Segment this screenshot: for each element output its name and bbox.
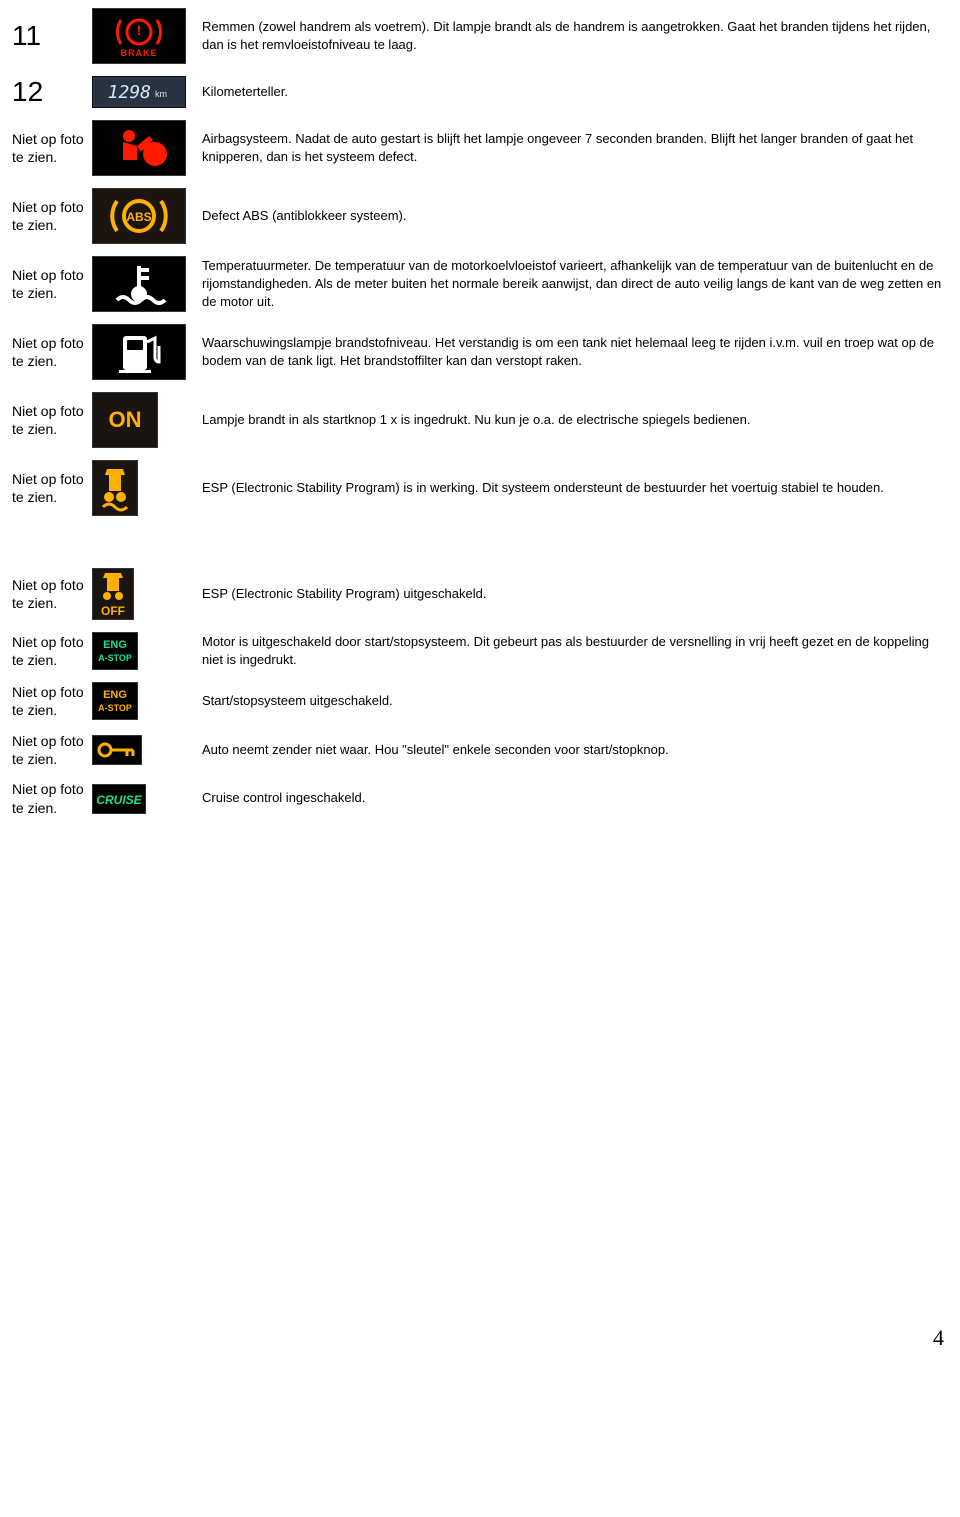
row-number: 12 [8,76,92,108]
row-description: Cruise control ingeschakeld. [192,789,952,807]
table-row: Niet op foto te zien. Airbagsysteem. Nad… [8,120,952,176]
brake-icon: ! BRAKE [92,8,192,64]
airbag-icon [92,120,192,176]
table-row: Niet op foto te zien. ON Lampje brandt i… [8,392,952,448]
abs-icon: ABS [92,188,192,244]
svg-text:CRUISE: CRUISE [96,793,142,807]
row-description: ESP (Electronic Stability Program) is in… [192,479,952,497]
esp-icon [92,460,192,516]
svg-text:A-STOP: A-STOP [98,703,132,713]
table-row: Niet op foto te zien. ESP (Electronic St… [8,460,952,516]
svg-text:ABS: ABS [126,210,151,224]
svg-text:!: ! [137,22,142,38]
row-number: Niet op foto te zien. [8,402,92,438]
svg-text:ENG: ENG [103,689,127,701]
table-row: Niet op foto te zien. ABS Defect ABS (an… [8,188,952,244]
row-description: Defect ABS (antiblokkeer systeem). [192,207,952,225]
row-description: Airbagsysteem. Nadat de auto gestart is … [192,130,952,166]
row-description: Lampje brandt in als startknop 1 x is in… [192,411,952,429]
row-number: Niet op foto te zien. [8,334,92,370]
row-number: Niet op foto te zien. [8,683,92,719]
svg-text:OFF: OFF [101,604,125,618]
row-description: Temperatuurmeter. De temperatuur van de … [192,257,952,312]
svg-text:ENG: ENG [103,639,127,651]
page-number: 4 [8,1317,952,1355]
row-description: ESP (Electronic Stability Program) uitge… [192,585,952,603]
odo-icon: 1298 km [92,76,192,108]
row-description: Kilometerteller. [192,83,952,101]
svg-text:ON: ON [109,407,142,432]
table-row: Niet op foto te zien. OFF ESP (Electroni… [8,568,952,620]
table-row: Niet op foto te zien. CRUISE Cruise cont… [8,780,952,816]
table-row: 11 ! BRAKE Remmen (zowel handrem als voe… [8,8,952,64]
row-description: Waarschuwingslampje brandstofniveau. Het… [192,334,952,370]
cruise-icon: CRUISE [92,784,192,814]
table-row: Niet op foto te zien. Waarschuwingslampj… [8,324,952,380]
row-number: Niet op foto te zien. [8,732,92,768]
row-description: Auto neemt zender niet waar. Hou "sleute… [192,741,952,759]
table-row: Niet op foto te zien. ENG A-STOP Motor i… [8,632,952,670]
row-number: Niet op foto te zien. [8,633,92,669]
row-description: Remmen (zowel handrem als voetrem). Dit … [192,18,952,54]
table-row: 12 1298 km Kilometerteller. [8,76,952,108]
table-row: Niet op foto te zien. ENG A-STOP Start/s… [8,682,952,720]
row-number: Niet op foto te zien. [8,470,92,506]
on-icon: ON [92,392,192,448]
svg-text:A-STOP: A-STOP [98,653,132,663]
row-description: Motor is uitgeschakeld door start/stopsy… [192,633,952,669]
svg-text:BRAKE: BRAKE [120,48,157,58]
row-number: Niet op foto te zien. [8,576,92,612]
espoff-icon: OFF [92,568,192,620]
row-number: Niet op foto te zien. [8,780,92,816]
row-number: Niet op foto te zien. [8,130,92,166]
row-number: 11 [8,20,92,52]
astop_off-icon: ENG A-STOP [92,682,192,720]
table-row: Niet op foto te zien. Auto neemt zender … [8,732,952,768]
row-number: Niet op foto te zien. [8,266,92,302]
temp-icon [92,256,192,312]
svg-text:km: km [155,89,167,99]
row-description: Start/stopsysteem uitgeschakeld. [192,692,952,710]
table-row: Niet op foto te zien. Temperatuurmeter. … [8,256,952,312]
astop_on-icon: ENG A-STOP [92,632,192,670]
row-number: Niet op foto te zien. [8,198,92,234]
key-icon [92,735,192,765]
fuel-icon [92,324,192,380]
svg-text:1298: 1298 [108,82,151,103]
